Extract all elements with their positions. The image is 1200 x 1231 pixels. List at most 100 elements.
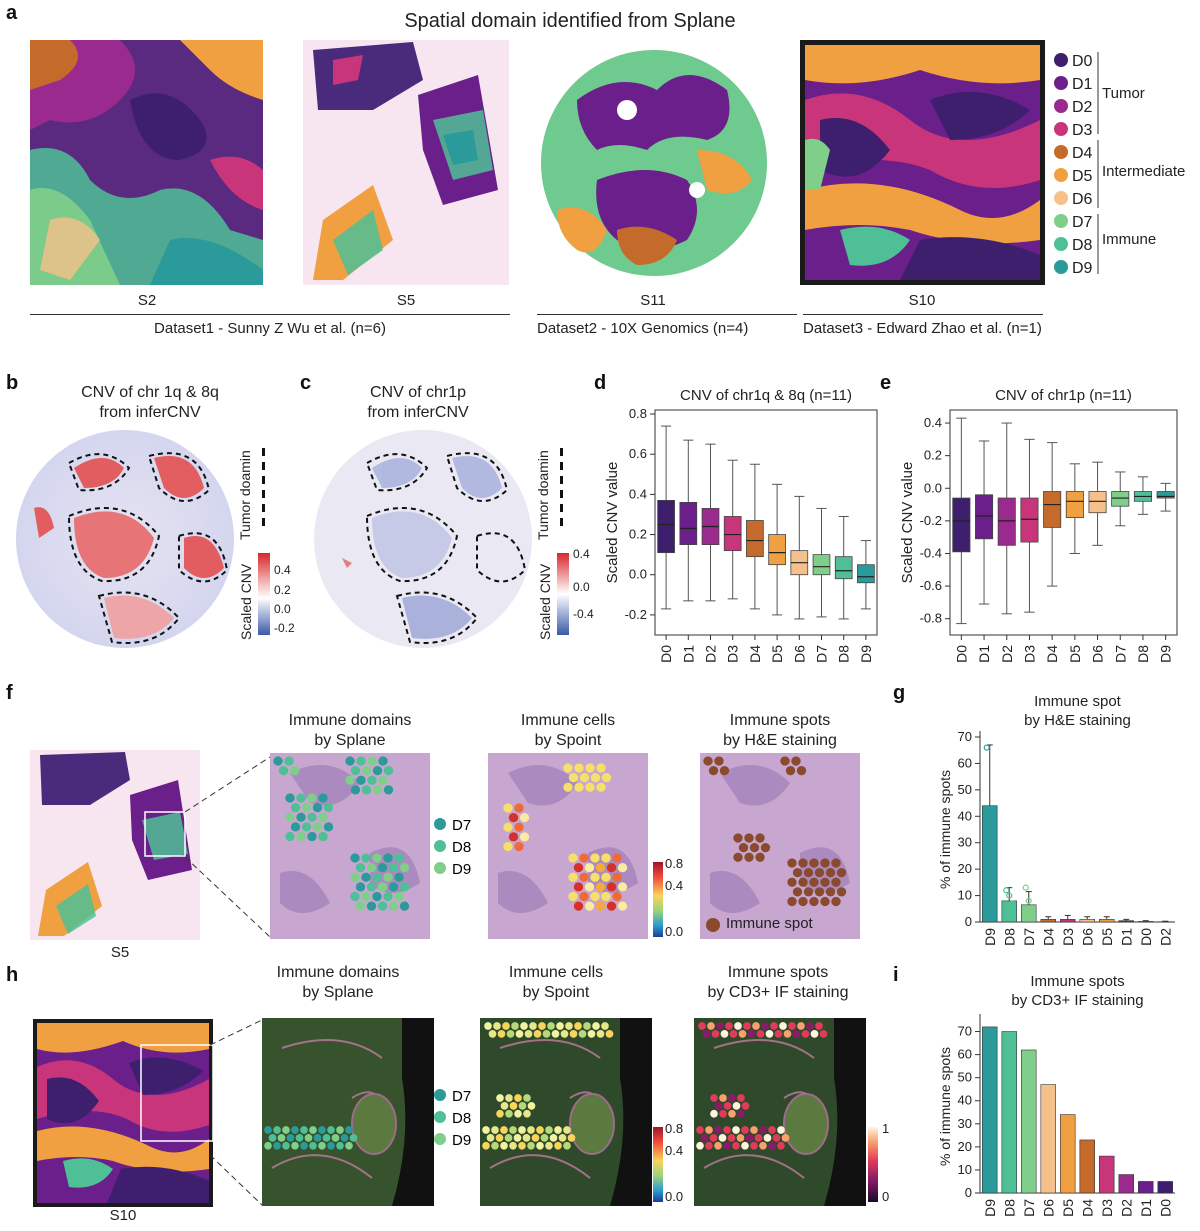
spot [527,1126,535,1134]
spot [377,901,388,911]
spot [606,882,617,892]
legend-label-d5: D5 [1072,168,1093,185]
chart-i-title: Immune spots [1030,973,1124,990]
spot [503,803,513,813]
spot [366,862,377,873]
spot [273,1141,281,1150]
scale-b-tick-3: -0.2 [274,621,295,635]
spot [285,793,295,803]
spot [508,812,519,823]
spot [763,1134,772,1142]
spot [514,1109,522,1118]
bar-d9 [982,1026,998,1194]
spot [503,841,513,852]
spot [345,756,355,766]
spot [779,1022,787,1030]
h-subtitle-spots: Immune spots by CD3+ IF staining [707,964,849,1001]
spot [601,872,611,882]
zoom-lines-h [210,1019,263,1206]
spot [519,812,530,823]
spot [383,891,393,902]
spot [486,1134,495,1142]
spot [836,887,847,897]
chart-e-xtick-label: D0 [953,645,969,663]
spot [777,1141,785,1150]
chart-g-ytick-label: 0 [965,914,972,929]
spot [523,1094,531,1102]
chart-g-xtick-label: D2 [1157,928,1173,946]
box-d5 [768,534,786,566]
spot [345,775,355,785]
spot [527,1141,535,1150]
spot [709,1134,718,1142]
chart-e-xtick-label: D5 [1067,645,1083,663]
spot [350,765,361,776]
spot [540,1134,549,1142]
sample-point [1025,897,1032,904]
spot [780,756,790,766]
spot [738,1030,747,1038]
spot [714,1126,722,1134]
chart-g-ytick-label: 70 [958,729,972,744]
dataset1-line [30,314,510,315]
spot [309,1126,317,1134]
h-scale-tick-0: 0.8 [665,1121,684,1136]
spot [797,1022,805,1030]
spot [836,867,847,878]
chart-d-xtick-label: D9 [858,645,874,663]
spot [737,1094,745,1102]
sample-point [1009,900,1016,907]
h-subtitle-cells: Immune cells by Spoint [508,964,604,1001]
spot [754,1134,763,1142]
bar-d3 [1060,919,1076,923]
spot [377,882,388,892]
chart-g-ytick-label: 10 [958,888,972,903]
spot [579,891,589,902]
legend-label-d6: D6 [1072,191,1093,208]
spot [558,1134,567,1142]
spot [723,1126,731,1134]
spot [394,853,404,863]
box-d1 [679,502,698,545]
spot [491,1126,499,1134]
spot [787,858,797,868]
spot [568,853,578,863]
spot [323,802,334,813]
chart-e-xtick-label: D8 [1135,645,1151,663]
chart-e-ytick-label: 0.0 [924,480,942,495]
spot [725,1022,733,1030]
spot [744,852,754,862]
h-if-tick-1: 0 [882,1189,890,1204]
spot [500,1141,508,1150]
spot [291,1141,299,1150]
sample-label-f: S5 [110,944,130,961]
zoom-lines-f [185,756,271,938]
spot [772,1134,781,1142]
bar-d3 [1099,1155,1115,1194]
spot [356,775,366,785]
spot [745,1134,754,1142]
panel-letter-g: g [893,682,906,704]
tissue-h-s10-map [37,1023,213,1203]
he-cells-image [488,753,648,939]
barchart-i: Immune spots by CD3+ IF staining 0 10 20 30 40… [937,973,1175,1217]
h-legend-d7: D7 [452,1088,471,1105]
chart-i-ytick-label: 20 [958,1139,972,1154]
spot [814,887,825,897]
chart-e-xtick-label: D9 [1158,645,1174,663]
legend-dot-d7 [1054,214,1068,228]
box-d3 [723,516,742,552]
f-scale-tick-2: 0.0 [665,924,684,939]
spot [505,1094,513,1102]
spot [584,882,595,892]
spot [698,1022,706,1030]
spot [732,1141,740,1150]
spot [350,853,360,863]
spot [741,1102,750,1110]
spot [515,1030,524,1038]
bar-d2 [1118,1174,1134,1194]
spot [378,756,388,766]
chart-e-xtick-label: D6 [1090,645,1106,663]
bar-d0 [1157,1181,1173,1194]
